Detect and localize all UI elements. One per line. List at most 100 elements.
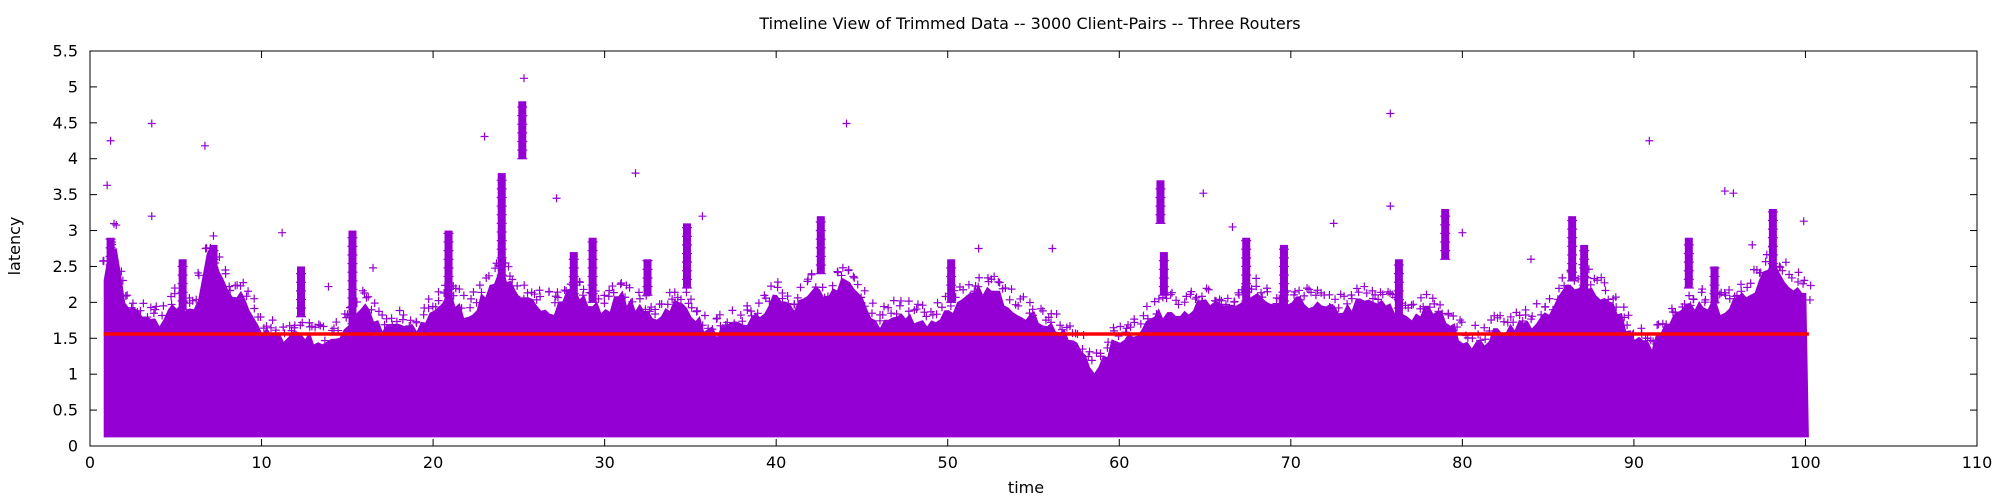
data-point xyxy=(753,309,762,318)
data-point xyxy=(1805,295,1814,304)
data-point xyxy=(1192,293,1201,302)
data-point xyxy=(1720,288,1729,297)
data-point xyxy=(1052,309,1061,318)
data-point xyxy=(736,311,745,320)
data-point xyxy=(616,280,625,289)
data-point xyxy=(1116,322,1125,331)
data-point xyxy=(1800,276,1809,285)
data-point xyxy=(634,288,643,297)
data-point xyxy=(1182,292,1191,301)
data-point-cluster xyxy=(1241,237,1252,311)
data-point xyxy=(913,300,922,309)
data-point xyxy=(860,286,869,295)
data-point xyxy=(1084,352,1093,361)
data-point xyxy=(364,292,373,301)
data-point xyxy=(828,281,837,290)
x-tick-label: 100 xyxy=(1790,453,1821,472)
data-point xyxy=(867,309,876,318)
data-point xyxy=(221,266,230,275)
data-point xyxy=(767,282,776,291)
x-axis-label: time xyxy=(1008,478,1044,497)
data-point xyxy=(716,321,725,330)
data-point xyxy=(1142,302,1151,311)
data-point-outlier xyxy=(324,282,333,291)
data-point xyxy=(600,291,609,300)
data-point xyxy=(392,317,401,326)
data-point xyxy=(608,282,617,291)
data-point xyxy=(395,306,404,315)
data-point xyxy=(1336,290,1345,299)
data-point xyxy=(201,244,210,253)
data-point xyxy=(609,288,618,297)
data-point xyxy=(399,310,408,319)
data-point xyxy=(424,295,433,304)
data-point xyxy=(651,305,660,314)
data-point xyxy=(783,292,792,301)
data-point xyxy=(167,300,176,309)
data-point xyxy=(728,306,737,315)
data-point xyxy=(853,280,862,289)
data-point xyxy=(1407,301,1416,310)
y-tick-label: 2.5 xyxy=(53,257,78,276)
cluster-core xyxy=(209,244,218,303)
data-point-outlier xyxy=(1199,189,1208,198)
y-axis-label: latency xyxy=(5,217,24,276)
data-point xyxy=(692,307,701,316)
data-point xyxy=(1007,285,1016,294)
data-point xyxy=(535,286,544,295)
cluster-core xyxy=(1242,237,1251,310)
data-point xyxy=(250,294,259,303)
data-point xyxy=(1374,295,1383,304)
data-point xyxy=(1806,281,1815,290)
data-point xyxy=(983,273,992,282)
data-point xyxy=(1649,337,1658,346)
data-point xyxy=(158,311,167,320)
data-point xyxy=(1667,304,1676,313)
data-point xyxy=(1016,294,1025,303)
data-point xyxy=(1619,303,1628,312)
data-point xyxy=(1352,284,1361,293)
data-point xyxy=(1258,293,1267,302)
data-point xyxy=(1593,276,1602,285)
cluster-core xyxy=(444,230,453,303)
data-point xyxy=(1654,320,1663,329)
data-point xyxy=(1457,318,1466,327)
data-point xyxy=(932,310,941,319)
data-point xyxy=(1444,310,1453,319)
data-point xyxy=(143,313,152,322)
data-point xyxy=(505,272,514,281)
data-point xyxy=(239,278,248,287)
data-point xyxy=(551,292,560,301)
data-point xyxy=(1558,273,1567,282)
data-point xyxy=(1172,296,1181,305)
data-point xyxy=(562,287,571,296)
data-point xyxy=(1295,286,1304,295)
data-point xyxy=(99,257,108,266)
data-point-outlier xyxy=(1526,255,1535,264)
data-point xyxy=(1257,288,1266,297)
data-point xyxy=(117,267,126,276)
data-point-cluster xyxy=(443,230,454,303)
data-point xyxy=(879,302,888,311)
data-point xyxy=(1481,335,1490,344)
data-point xyxy=(687,295,696,304)
data-point xyxy=(123,291,132,300)
data-point xyxy=(1560,281,1569,290)
data-point xyxy=(362,293,371,302)
data-point xyxy=(1047,318,1056,327)
data-point xyxy=(682,288,691,297)
data-point xyxy=(1124,320,1133,329)
data-point xyxy=(1611,293,1620,302)
data-point xyxy=(765,297,774,306)
data-point xyxy=(1725,285,1734,294)
data-point xyxy=(472,298,481,307)
data-point-outlier xyxy=(1228,222,1237,231)
data-point xyxy=(743,301,752,310)
data-point-outlier xyxy=(552,194,561,203)
data-point xyxy=(663,300,672,309)
data-point xyxy=(121,291,130,300)
data-point xyxy=(242,292,251,301)
data-point xyxy=(1152,309,1161,318)
data-point xyxy=(1604,295,1613,304)
data-point xyxy=(194,268,203,277)
